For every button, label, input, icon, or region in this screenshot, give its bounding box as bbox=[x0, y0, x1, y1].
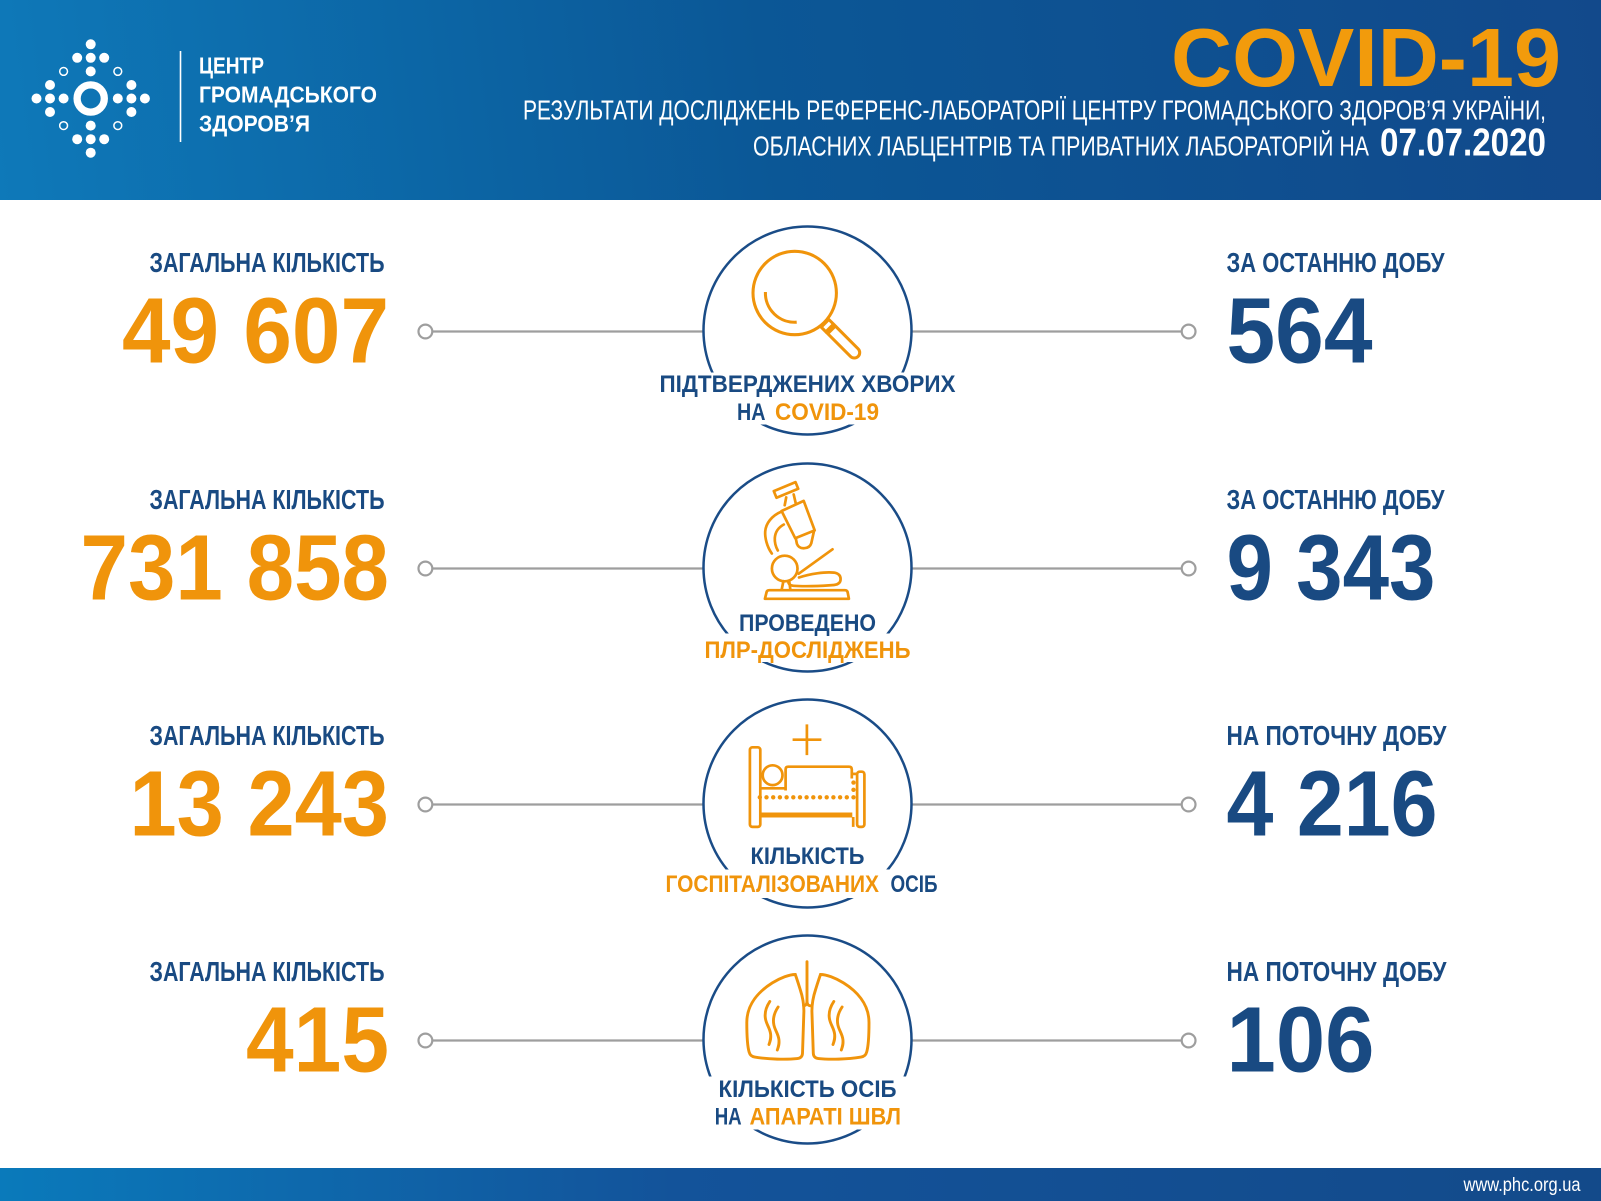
svg-text:13 243: 13 243 bbox=[130, 752, 390, 856]
svg-text:ЗАГАЛЬНА КІЛЬКІСТЬ: ЗАГАЛЬНА КІЛЬКІСТЬ bbox=[150, 247, 385, 278]
svg-text:НА ПОТОЧНУ ДОБУ: НА ПОТОЧНУ ДОБУ bbox=[1227, 720, 1448, 751]
svg-text:ЗАГАЛЬНА КІЛЬКІСТЬ: ЗАГАЛЬНА КІЛЬКІСТЬ bbox=[150, 484, 385, 515]
svg-text:ПІДТВЕРДЖЕНИХ ХВОРИХ: ПІДТВЕРДЖЕНИХ ХВОРИХ bbox=[660, 371, 956, 398]
svg-text:НА ПОТОЧНУ ДОБУ: НА ПОТОЧНУ ДОБУ bbox=[1227, 956, 1448, 987]
svg-text:564: 564 bbox=[1227, 279, 1373, 383]
svg-text:ЗА ОСТАННЮ ДОБУ: ЗА ОСТАННЮ ДОБУ bbox=[1227, 484, 1446, 515]
svg-text:49 607: 49 607 bbox=[122, 279, 389, 383]
svg-text:07.07.2020: 07.07.2020 bbox=[1380, 122, 1546, 165]
svg-text:www.phc.org.ua: www.phc.org.ua bbox=[1463, 1175, 1581, 1196]
svg-text:ГРОМАДСЬКОГО: ГРОМАДСЬКОГО bbox=[199, 82, 377, 108]
svg-text:РЕЗУЛЬТАТИ ДОСЛІДЖЕНЬ РЕФЕРЕНС: РЕЗУЛЬТАТИ ДОСЛІДЖЕНЬ РЕФЕРЕНС-ЛАБОРАТОР… bbox=[523, 95, 1546, 126]
svg-text:ЗДОРОВ’Я: ЗДОРОВ’Я bbox=[199, 111, 310, 137]
svg-text:АПАРАТІ ШВЛ: АПАРАТІ ШВЛ bbox=[750, 1104, 902, 1131]
svg-text:415: 415 bbox=[246, 988, 389, 1092]
svg-text:ПЛР-ДОСЛІДЖЕНЬ: ПЛР-ДОСЛІДЖЕНЬ bbox=[705, 637, 911, 664]
svg-text:COVID-19: COVID-19 bbox=[1171, 11, 1561, 104]
svg-text:4 216: 4 216 bbox=[1227, 752, 1438, 856]
svg-text:ГОСПІТАЛІЗОВАНИХ: ГОСПІТАЛІЗОВАНИХ bbox=[666, 871, 880, 898]
svg-text:ЦЕНТР: ЦЕНТР bbox=[199, 53, 264, 79]
svg-text:ОБЛАСНИХ ЛАБЦЕНТРІВ ТА ПРИВАТН: ОБЛАСНИХ ЛАБЦЕНТРІВ ТА ПРИВАТНИХ ЛАБОРАТ… bbox=[753, 131, 1370, 162]
svg-text:COVID-19: COVID-19 bbox=[775, 399, 879, 426]
svg-text:НА: НА bbox=[737, 399, 766, 426]
svg-text:ЗАГАЛЬНА КІЛЬКІСТЬ: ЗАГАЛЬНА КІЛЬКІСТЬ bbox=[150, 956, 385, 987]
svg-text:КІЛЬКІСТЬ: КІЛЬКІСТЬ bbox=[751, 843, 865, 870]
svg-text:ОСІБ: ОСІБ bbox=[891, 871, 938, 898]
svg-text:731 858: 731 858 bbox=[81, 516, 390, 620]
svg-text:ПРОВЕДЕНО: ПРОВЕДЕНО bbox=[739, 610, 876, 637]
svg-text:9 343: 9 343 bbox=[1227, 516, 1436, 620]
svg-text:НА: НА bbox=[715, 1104, 742, 1131]
svg-text:106: 106 bbox=[1227, 988, 1375, 1092]
svg-text:ЗА ОСТАННЮ ДОБУ: ЗА ОСТАННЮ ДОБУ bbox=[1227, 247, 1446, 278]
svg-text:КІЛЬКІСТЬ ОСІБ: КІЛЬКІСТЬ ОСІБ bbox=[719, 1076, 897, 1103]
svg-text:ЗАГАЛЬНА КІЛЬКІСТЬ: ЗАГАЛЬНА КІЛЬКІСТЬ bbox=[150, 720, 385, 751]
